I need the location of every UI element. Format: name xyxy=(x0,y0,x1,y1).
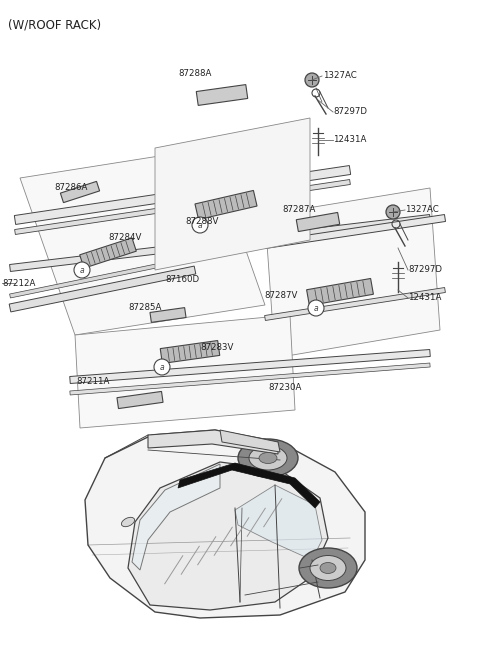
Text: 12431A: 12431A xyxy=(408,293,442,302)
Polygon shape xyxy=(80,238,136,268)
Polygon shape xyxy=(220,430,280,452)
Text: 1327AC: 1327AC xyxy=(323,72,357,81)
Polygon shape xyxy=(235,485,322,560)
Polygon shape xyxy=(195,190,257,220)
Ellipse shape xyxy=(121,518,134,527)
Polygon shape xyxy=(10,256,195,298)
Ellipse shape xyxy=(310,556,346,581)
Polygon shape xyxy=(196,85,248,106)
Polygon shape xyxy=(70,363,430,395)
Polygon shape xyxy=(264,215,445,249)
Text: 87286A: 87286A xyxy=(54,184,87,192)
Polygon shape xyxy=(128,462,328,610)
Text: 87284V: 87284V xyxy=(108,234,142,243)
Circle shape xyxy=(154,359,170,375)
Polygon shape xyxy=(178,463,320,508)
Polygon shape xyxy=(60,181,100,203)
Polygon shape xyxy=(264,287,445,321)
Text: 87288V: 87288V xyxy=(185,218,218,226)
Polygon shape xyxy=(296,213,340,232)
Polygon shape xyxy=(160,340,220,363)
Text: 87283V: 87283V xyxy=(200,344,233,352)
Text: 12431A: 12431A xyxy=(333,136,366,144)
Ellipse shape xyxy=(238,439,298,477)
Polygon shape xyxy=(20,148,265,335)
Circle shape xyxy=(386,205,400,219)
Ellipse shape xyxy=(299,548,357,588)
Circle shape xyxy=(308,300,324,316)
Text: 87287A: 87287A xyxy=(282,205,315,215)
Ellipse shape xyxy=(320,562,336,573)
Text: 87285A: 87285A xyxy=(128,304,161,312)
Circle shape xyxy=(74,262,90,278)
Polygon shape xyxy=(307,279,373,306)
Polygon shape xyxy=(85,430,365,618)
Text: a: a xyxy=(198,221,202,230)
Circle shape xyxy=(192,217,208,233)
Polygon shape xyxy=(148,430,278,454)
Text: a: a xyxy=(160,363,164,372)
Text: 87288A: 87288A xyxy=(178,68,212,77)
Text: 87211A: 87211A xyxy=(76,377,109,386)
Ellipse shape xyxy=(259,453,277,464)
Polygon shape xyxy=(14,165,351,224)
Polygon shape xyxy=(9,266,196,312)
Polygon shape xyxy=(150,308,186,322)
Text: 87160D: 87160D xyxy=(165,276,199,285)
Text: 87287V: 87287V xyxy=(264,291,298,300)
Text: a: a xyxy=(314,304,318,313)
Text: a: a xyxy=(80,266,84,275)
Text: 1327AC: 1327AC xyxy=(405,205,439,215)
Polygon shape xyxy=(70,350,430,384)
Polygon shape xyxy=(75,315,295,428)
Ellipse shape xyxy=(249,446,287,470)
Polygon shape xyxy=(117,392,163,409)
Text: 87230A: 87230A xyxy=(268,384,301,392)
Polygon shape xyxy=(10,215,431,272)
Text: (W/ROOF RACK): (W/ROOF RACK) xyxy=(8,18,101,31)
Polygon shape xyxy=(132,464,220,570)
Polygon shape xyxy=(265,188,440,358)
Text: 87212A: 87212A xyxy=(2,279,36,287)
Circle shape xyxy=(305,73,319,87)
Polygon shape xyxy=(14,180,350,234)
Text: 87297D: 87297D xyxy=(333,108,367,117)
Text: 87297D: 87297D xyxy=(408,266,442,274)
Polygon shape xyxy=(155,118,310,270)
